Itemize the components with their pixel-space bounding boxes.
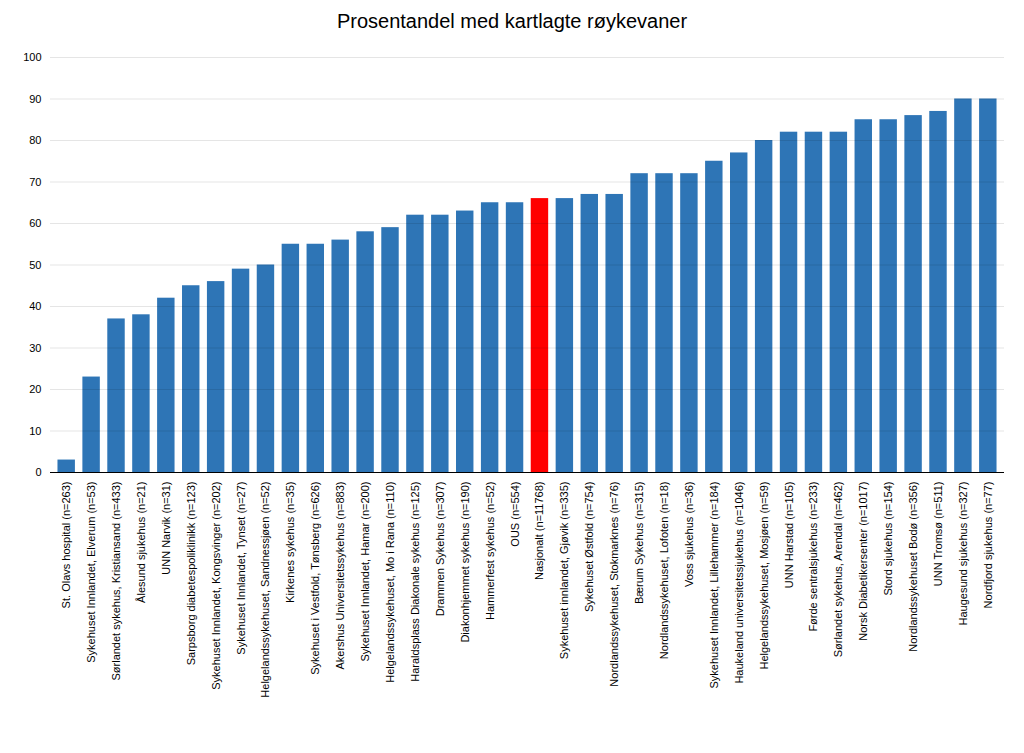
svg-text:Nordfjord sjukehus (n=77): Nordfjord sjukehus (n=77): [982, 482, 994, 609]
svg-text:Stord sjukehus (n=154): Stord sjukehus (n=154): [882, 482, 894, 596]
svg-text:Kirkenes sykehus (n=35): Kirkenes sykehus (n=35): [284, 482, 296, 603]
svg-text:60: 60: [29, 217, 41, 229]
svg-text:Førde sentralsjukehus (n=233): Førde sentralsjukehus (n=233): [807, 482, 819, 632]
svg-text:Nordlandssykehuset, Lofoten (n: Nordlandssykehuset, Lofoten (n=18): [658, 482, 670, 660]
svg-text:Sykehuset innlandet, Gjøvik (n: Sykehuset innlandet, Gjøvik (n=335): [558, 482, 570, 660]
svg-text:UNN Narvik (n=31): UNN Narvik (n=31): [160, 482, 172, 575]
svg-text:Sørlandet sykehus, Arendal (n=: Sørlandet sykehus, Arendal (n=462): [832, 482, 844, 658]
svg-text:Sørlandet sykehus, Kristiansan: Sørlandet sykehus, Kristiansand (n=433): [110, 482, 122, 681]
svg-text:UNN Harstad (n=105): UNN Harstad (n=105): [783, 482, 795, 589]
svg-text:Diakonhjemmet sykehus (n=190): Diakonhjemmet sykehus (n=190): [459, 482, 471, 643]
svg-text:Sarpsborg diabetespoliklinikk: Sarpsborg diabetespoliklinikk (n=123): [185, 482, 197, 666]
svg-text:80: 80: [29, 134, 41, 146]
svg-text:OUS (n=554): OUS (n=554): [509, 482, 521, 547]
svg-text:Sykehuset Innlandet, Elverum (: Sykehuset Innlandet, Elverum (n=53): [85, 482, 97, 663]
svg-text:Sykehuset Østfold (n=754): Sykehuset Østfold (n=754): [583, 482, 595, 613]
svg-text:Voss sjukehus (n=36): Voss sjukehus (n=36): [683, 482, 695, 587]
svg-text:Haukeland universitetssjukehus: Haukeland universitetssjukehus (n=1046): [733, 482, 745, 684]
svg-text:20: 20: [29, 383, 41, 395]
svg-text:Drammen Sykehus (n=307): Drammen Sykehus (n=307): [434, 482, 446, 617]
svg-text:40: 40: [29, 300, 41, 312]
svg-text:10: 10: [29, 425, 41, 437]
svg-text:50: 50: [29, 259, 41, 271]
svg-text:Sykehuset Innlandet, Kongsving: Sykehuset Innlandet, Kongsvinger (n=202): [210, 482, 222, 690]
svg-text:Nordlandssykehuset Bodø (n=356: Nordlandssykehuset Bodø (n=356): [907, 482, 919, 652]
svg-text:0: 0: [35, 466, 41, 478]
svg-text:St. Olavs hospital (n=263): St. Olavs hospital (n=263): [60, 482, 72, 609]
svg-text:Sykehuset Innlandet, Lillehamm: Sykehuset Innlandet, Lillehammer (n=184): [708, 482, 720, 689]
svg-text:Nasjonalt (n=11768): Nasjonalt (n=11768): [533, 482, 545, 581]
svg-text:UNN Tromsø (n=511): UNN Tromsø (n=511): [932, 482, 944, 587]
svg-text:Helgelandssykehuset, Mosjøen (: Helgelandssykehuset, Mosjøen (n=59): [758, 482, 770, 670]
svg-text:Haugesund sjukehus (n=327): Haugesund sjukehus (n=327): [957, 482, 969, 626]
svg-text:Akershus Universitetssykehus (: Akershus Universitetssykehus (n=883): [334, 482, 346, 670]
svg-text:Helgelandssykehuset, Mo i Rana: Helgelandssykehuset, Mo i Rana (n=110): [384, 482, 396, 683]
svg-text:Hammerfest sykehus (n=52): Hammerfest sykehus (n=52): [484, 482, 496, 620]
svg-text:Helgelandssykehuset, Sandnessj: Helgelandssykehuset, Sandnessjøen (n=52): [259, 482, 271, 698]
svg-text:Bærum Sykehus (n=315): Bærum Sykehus (n=315): [633, 482, 645, 605]
svg-text:Nordlandssykehuset, Stokmarkne: Nordlandssykehuset, Stokmarknes (n=76): [608, 482, 620, 687]
svg-text:30: 30: [29, 342, 41, 354]
svg-text:Haraldsplass Diakonale sykehus: Haraldsplass Diakonale sykehus (n=125): [409, 482, 421, 682]
svg-text:Sykehuset Innlandet, Tynset (n: Sykehuset Innlandet, Tynset (n=27): [235, 482, 247, 655]
svg-text:90: 90: [29, 93, 41, 105]
svg-text:Sykehuset i Vestfold, Tønsberg: Sykehuset i Vestfold, Tønsberg (n=626): [309, 482, 321, 675]
svg-text:Ålesund sjukehus (n=21): Ålesund sjukehus (n=21): [135, 482, 147, 603]
svg-text:100: 100: [23, 51, 41, 63]
svg-text:70: 70: [29, 176, 41, 188]
svg-text:Sykehuset Innlandet, Hamar (n=: Sykehuset Innlandet, Hamar (n=200): [359, 482, 371, 662]
html-text:Prosentandel med kartlagte røy: Prosentandel med kartlagte røykevaner: [336, 10, 688, 32]
svg-text:Norsk Diabetikersenter (n=1017: Norsk Diabetikersenter (n=1017): [857, 482, 869, 641]
